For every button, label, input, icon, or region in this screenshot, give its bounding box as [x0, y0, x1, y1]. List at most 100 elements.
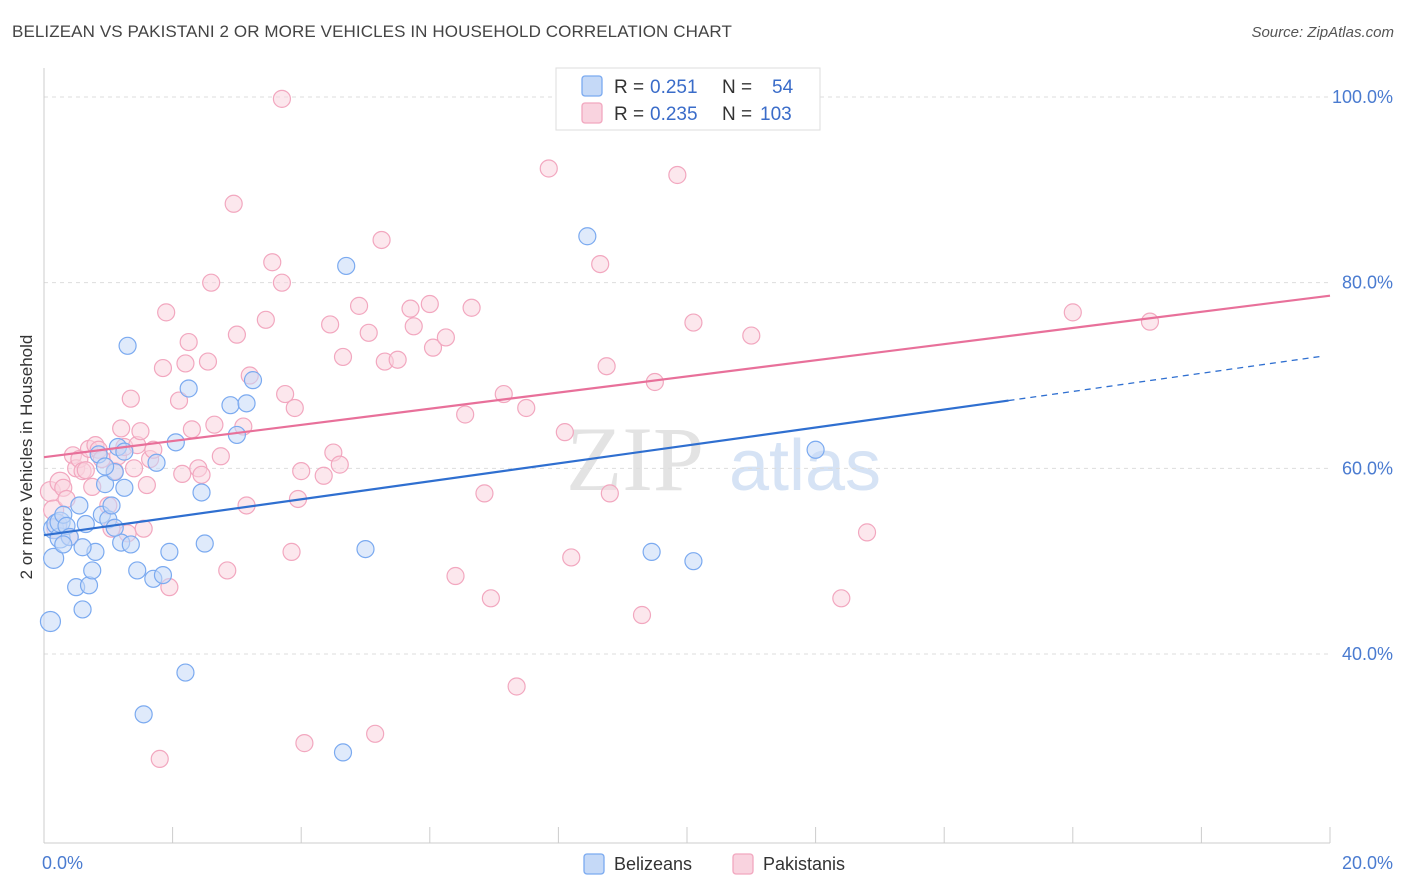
y-tick-label-3: 100.0%	[1332, 87, 1393, 107]
pakistani-point-66	[333, 347, 353, 367]
pakistani-point-42	[192, 465, 211, 484]
pakistani-point-97	[832, 589, 851, 608]
belizean-point-10	[70, 496, 89, 515]
belizean-point-47	[684, 552, 703, 571]
pakistani-point-27	[131, 422, 150, 441]
pakistani-point-87	[555, 423, 574, 442]
pakistani-point-68	[359, 323, 378, 342]
belizean-point-41	[243, 371, 263, 390]
pakistani-point-46	[211, 447, 230, 466]
legend-r-value-2: 0.235	[650, 104, 698, 125]
pakistani-point-96	[742, 326, 761, 345]
pakistani-point-85	[517, 398, 536, 418]
belizean-point-39	[227, 425, 246, 445]
legend-n-value-1: 54	[772, 77, 794, 98]
pakistani-point-40	[182, 420, 201, 439]
belizean-point-14	[83, 561, 102, 580]
pakistani-point-92	[632, 605, 652, 625]
pakistani-point-38	[176, 354, 195, 373]
belizean-point-37	[195, 534, 214, 553]
pakistani-point-60	[292, 462, 311, 481]
pakistani-point-82	[481, 589, 500, 608]
pakistani-point-72	[388, 350, 407, 369]
pakistani-point-63	[321, 315, 340, 334]
belizean-point-45	[578, 227, 597, 246]
belizean-trend-line-extension	[1008, 355, 1324, 402]
belizean-point-0	[39, 610, 62, 633]
belizeans-points	[39, 227, 825, 762]
pakistani-point-81	[475, 484, 494, 503]
legend-swatch-pakistanis	[581, 102, 603, 124]
bottom-legend-swatch-belizeans	[583, 853, 605, 875]
belizean-point-44	[356, 539, 375, 559]
belizean-point-18	[95, 475, 115, 494]
legend-r-label-2: R =	[614, 104, 644, 125]
belizean-point-36	[192, 483, 211, 502]
pakistani-point-55	[272, 273, 292, 292]
belizean-trend-line	[43, 399, 1009, 537]
legend-n-label-1: N =	[722, 77, 752, 98]
pakistani-point-73	[401, 299, 420, 318]
pakistani-point-47	[218, 561, 237, 580]
chart-title: BELIZEAN VS PAKISTANI 2 OR MORE VEHICLES…	[12, 22, 732, 41]
source-credit: Source: ZipAtlas.com	[1251, 24, 1394, 41]
belizean-point-35	[179, 379, 198, 398]
y-tick-label-2: 80.0%	[1342, 273, 1393, 293]
belizean-point-38	[221, 396, 240, 415]
pakistani-point-100	[1140, 312, 1160, 331]
belizean-point-32	[160, 542, 179, 561]
y-axis-label: 2 or more Vehicles in Household	[17, 335, 36, 580]
y-tick-label-1: 60.0%	[1342, 458, 1393, 478]
pakistani-point-74	[404, 317, 423, 336]
bottom-legend-belizeans: Belizeans	[614, 854, 692, 874]
pakistani-point-44	[202, 273, 221, 292]
pakistani-point-24	[121, 389, 140, 408]
pakistani-point-21	[112, 419, 131, 438]
pakistani-point-84	[507, 677, 526, 696]
pakistani-point-62	[314, 466, 333, 485]
pakistani-point-86	[539, 159, 558, 178]
bottom-legend-swatch-pakistanis	[732, 853, 754, 875]
y-tick-label-0: 40.0%	[1342, 644, 1393, 664]
legend-r-label-1: R =	[614, 77, 644, 98]
belizean-point-11	[73, 600, 92, 619]
pakistani-point-88	[562, 548, 581, 567]
pakistani-point-37	[173, 464, 192, 484]
pakistani-point-75	[420, 294, 439, 314]
pakistani-point-29	[137, 475, 156, 495]
pakistani-point-77	[436, 328, 455, 347]
pakistani-point-98	[857, 523, 877, 542]
pakistani-point-78	[446, 566, 465, 586]
series-legend: Belizeans Pakistanis	[583, 853, 845, 875]
belizean-point-50	[95, 457, 115, 476]
pakistani-point-99	[1063, 303, 1082, 322]
belizean-point-13	[79, 576, 99, 595]
pakistani-point-67	[349, 296, 369, 315]
y-tick-labels: 40.0% 60.0% 80.0% 100.0%	[1332, 87, 1393, 664]
pakistani-point-61	[295, 734, 314, 753]
pakistani-point-39	[179, 332, 198, 352]
pakistani-point-70	[372, 230, 391, 250]
pakistani-point-89	[591, 255, 610, 274]
stats-legend: R = 0.251 N = 54 R = 0.235 N = 103	[555, 67, 821, 131]
belizean-point-52	[73, 538, 92, 557]
belizean-point-27	[128, 561, 147, 580]
legend-n-label-2: N =	[722, 104, 752, 125]
belizean-point-40	[237, 394, 256, 413]
pakistani-point-33	[153, 358, 173, 378]
pakistani-point-57	[282, 542, 301, 561]
pakistani-point-79	[456, 405, 475, 424]
belizean-point-46	[642, 542, 661, 561]
belizean-point-1	[43, 547, 65, 569]
pakistani-point-49	[227, 325, 246, 344]
pakistani-point-94	[668, 165, 687, 185]
axes	[43, 68, 1331, 844]
belizean-point-53	[105, 518, 124, 537]
x-tick-label-0: 0.0%	[42, 853, 83, 873]
x-tick-label-1: 20.0%	[1342, 853, 1393, 873]
pakistani-point-58	[285, 398, 304, 418]
belizean-point-31	[153, 565, 173, 585]
legend-r-value-1: 0.251	[650, 77, 698, 98]
belizean-point-34	[176, 663, 195, 682]
